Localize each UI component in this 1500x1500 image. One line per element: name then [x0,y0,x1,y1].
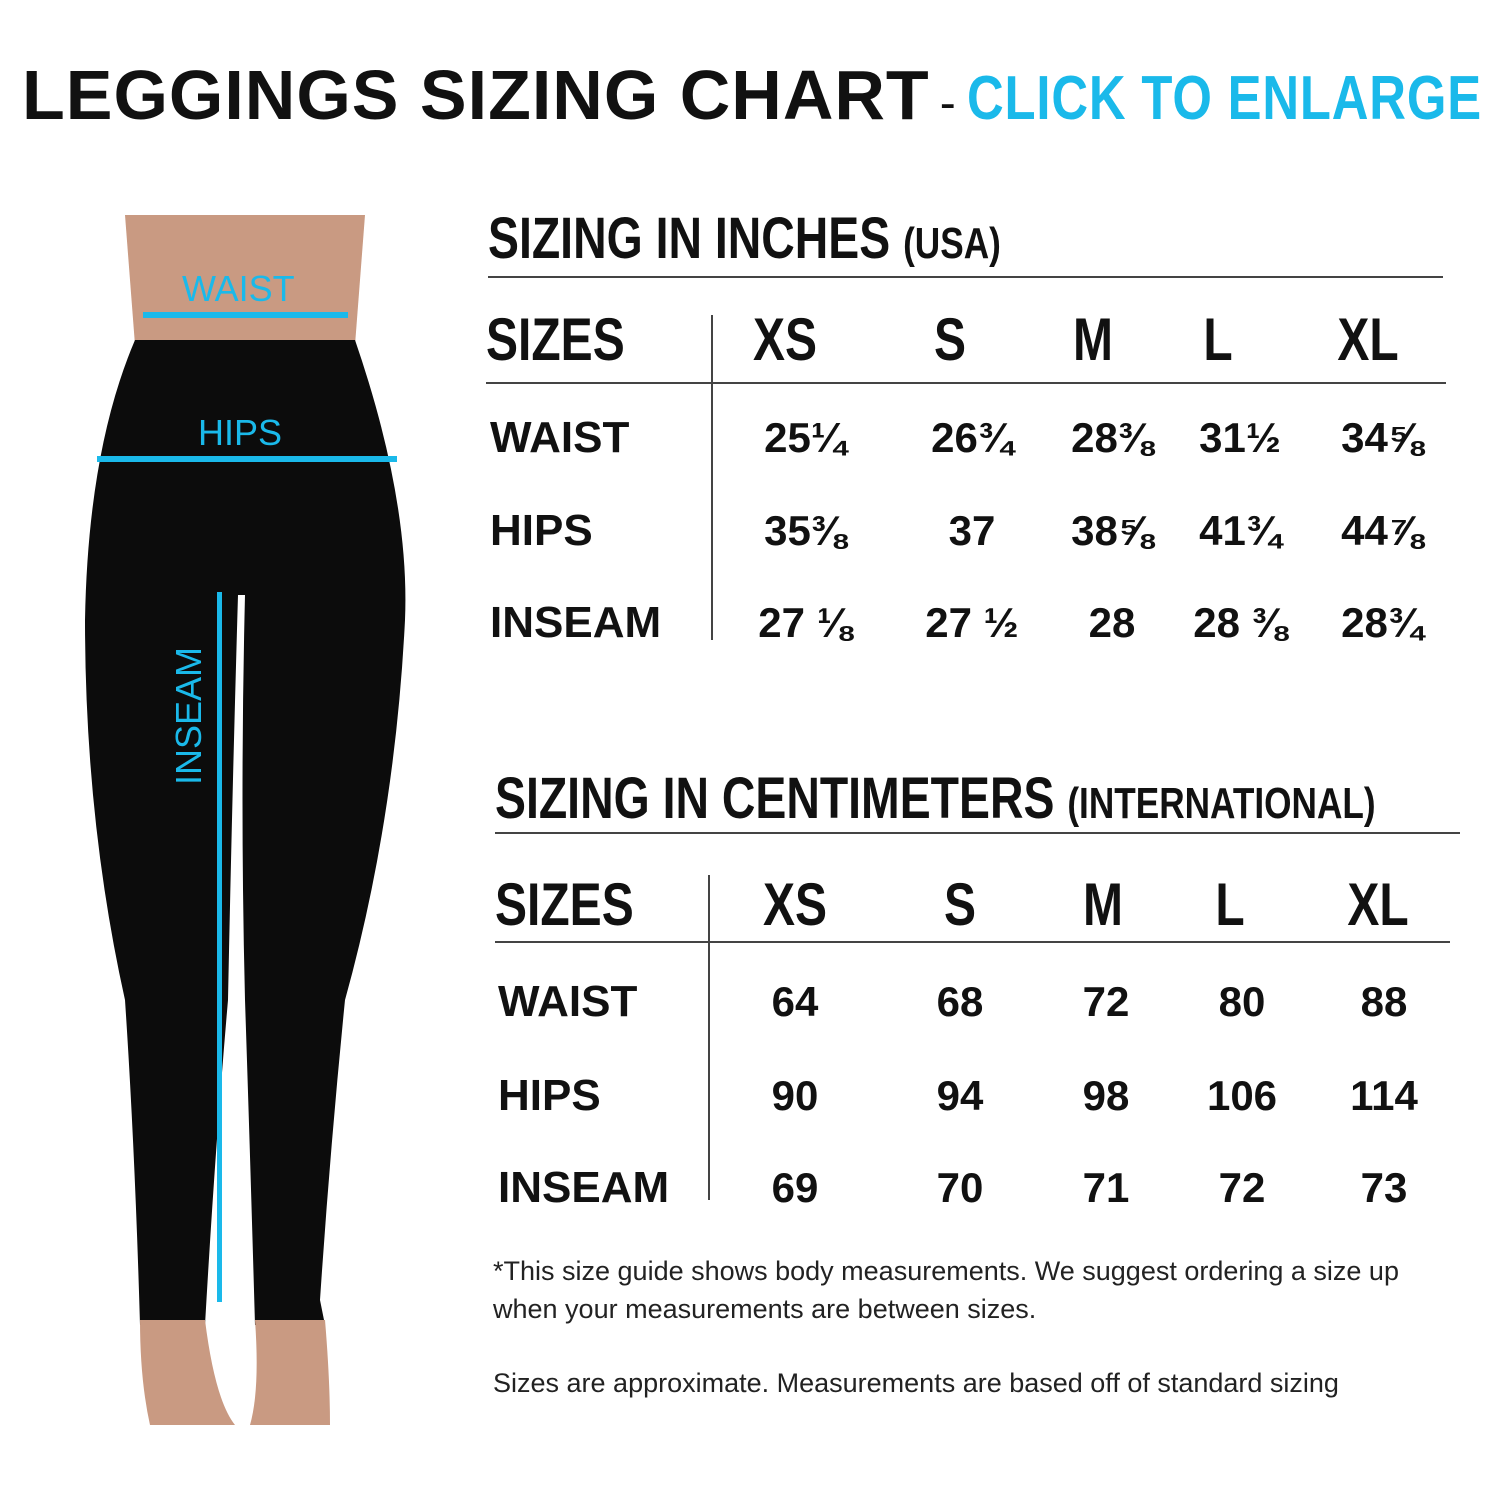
inches-title: SIZING IN INCHES [488,206,891,271]
divider [711,315,713,640]
row-label: WAIST [490,413,630,462]
leggings-figure [85,215,406,1425]
approximate-note: Sizes are approximate. Measurements are … [493,1368,1339,1398]
table-cell: 94 [936,1072,984,1119]
hips-line [97,456,397,462]
inseam-line [217,592,222,1302]
row-label: INSEAM [490,598,662,647]
click-to-enlarge-link[interactable]: CLICK TO ENLARGE [966,64,1482,133]
size-col-l: L [1203,306,1233,373]
title-text: LEGGINGS SIZING CHART [22,56,930,134]
size-col-m: M [1083,871,1123,938]
table-cell: 38⅝ [1071,507,1153,554]
sizes-header: SIZES [495,871,634,938]
table-cell: 28 [1088,599,1136,646]
table-cell: 28⅜ [1071,414,1153,461]
table-cell: 98 [1082,1072,1130,1119]
page-title: LEGGINGS SIZING CHART - CLICK TO ENLARGE [22,55,1500,135]
table-cell: 70 [936,1164,984,1211]
table-cell: 28¾ [1341,599,1423,646]
table-cell: 73 [1360,1164,1408,1211]
row-label: HIPS [490,506,593,555]
divider [486,382,1446,384]
table-cell: 90 [771,1072,819,1119]
sizes-header: SIZES [486,306,625,373]
row-label: WAIST [498,977,638,1026]
table-cell: 71 [1082,1164,1130,1211]
row-label: HIPS [498,1071,601,1120]
divider [488,276,1443,278]
table-cell: 114 [1350,1072,1418,1119]
inseam-label: INSEAM [168,646,209,785]
table-cell: 31½ [1199,414,1281,461]
hips-label: HIPS [198,412,283,453]
size-col-s: S [943,871,977,938]
waist-line [143,312,348,318]
cm-subtitle: (INTERNATIONAL) [1067,779,1376,828]
table-cell: 88 [1360,978,1408,1025]
leggings-shape [85,340,406,1325]
table-cell: 35⅜ [764,507,846,554]
table-cell: 80 [1218,978,1266,1025]
size-col-xl: XL [1347,871,1409,938]
row-label: INSEAM [498,1163,670,1212]
table-cell: 37 [948,507,996,554]
table-cell: 28 ⅜ [1193,599,1287,646]
table-cell: 26¾ [931,414,1013,461]
inches-section-title: SIZING IN INCHES (USA) [488,205,1001,272]
table-cell: 64 [771,978,819,1025]
waist-label: WAIST [182,268,295,309]
table-cell: 41¾ [1199,507,1281,554]
divider [495,941,1450,943]
table-cell: 68 [936,978,984,1025]
table-cell: 27 ⅛ [758,599,852,646]
table-cell: 72 [1082,978,1130,1025]
feet-skin [140,1320,330,1425]
inches-subtitle: (USA) [903,219,1001,268]
size-col-xl: XL [1337,306,1399,373]
title-separator: - [939,77,957,130]
cm-section-title: SIZING IN CENTIMETERS (INTERNATIONAL) [495,765,1376,832]
size-guide-note: *This size guide shows body measurements… [493,1256,1399,1324]
size-col-xs: XS [752,306,818,373]
table-cell: 72 [1218,1164,1266,1211]
table-cell: 106 [1206,1072,1278,1119]
size-col-l: L [1215,871,1245,938]
table-cell: 34⅝ [1341,414,1423,461]
table-cell: 69 [771,1164,819,1211]
size-col-m: M [1073,306,1113,373]
divider [495,832,1460,834]
table-cell: 27 ½ [925,599,1019,646]
size-col-xs: XS [762,871,828,938]
cm-title: SIZING IN CENTIMETERS [495,766,1055,831]
divider [708,875,710,1200]
table-cell: 25¼ [764,414,846,461]
table-cell: 44⅞ [1341,507,1423,554]
size-col-s: S [933,306,967,373]
